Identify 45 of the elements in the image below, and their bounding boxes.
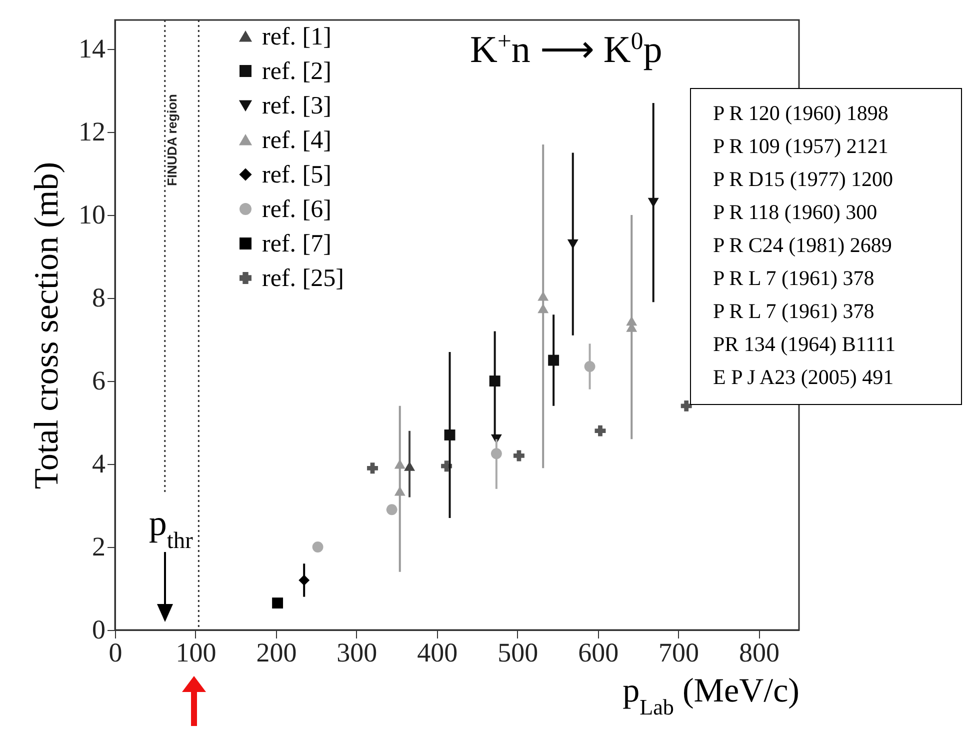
y-tick-label: 0 bbox=[92, 614, 106, 644]
x-tick-label: 100 bbox=[176, 638, 216, 668]
legend-label: ref. [4] bbox=[262, 127, 332, 154]
annotation: P R 120 (1960) 1898 bbox=[713, 100, 890, 127]
point bbox=[594, 425, 606, 436]
legend-label: ref. [5] bbox=[262, 162, 332, 188]
annotation: PR 134 (1964) B1111 bbox=[713, 331, 897, 358]
y-tick-label: 14 bbox=[78, 34, 106, 64]
point bbox=[312, 542, 324, 552]
point bbox=[513, 450, 524, 462]
y-tick-label: 10 bbox=[78, 200, 106, 230]
annotation: P R L 7 (1961) 378 bbox=[713, 298, 876, 325]
y-tick-label: 12 bbox=[78, 116, 106, 147]
ref-line-label: FINUDA region bbox=[164, 94, 180, 186]
legend-label: ref. [2] bbox=[262, 58, 332, 85]
y-tick-label: 6 bbox=[92, 366, 106, 396]
y-tick-label: 2 bbox=[92, 532, 106, 562]
legend-label: ref. [7] bbox=[262, 230, 332, 258]
point bbox=[272, 598, 284, 609]
x-tick-label: 200 bbox=[256, 638, 297, 668]
point bbox=[367, 462, 378, 474]
annotation: P R D15 (1977) 1200 bbox=[713, 166, 894, 193]
annotation: P R C24 (1981) 2689 bbox=[713, 232, 893, 259]
annotation: P R 109 (1957) 2121 bbox=[713, 133, 890, 160]
point bbox=[680, 400, 692, 412]
legend-label: ref. [3] bbox=[262, 92, 332, 120]
annotation: P R 118 (1960) 300 bbox=[713, 199, 878, 226]
annotation: E P J A23 (2005) 491 bbox=[713, 364, 895, 391]
x-tick-label: 300 bbox=[336, 638, 378, 668]
x-tick-label: 400 bbox=[417, 638, 458, 668]
x-tick-label: 600 bbox=[578, 638, 619, 668]
x-tick-label: 800 bbox=[739, 638, 780, 668]
annotation: p$_{thr}$ bbox=[148, 503, 194, 554]
legend-label: ref. [25] bbox=[262, 265, 344, 292]
legend-label: ref. [6] bbox=[262, 196, 332, 223]
y-axis-title: Total cross section (mb) bbox=[28, 162, 66, 490]
y-tick-label: 8 bbox=[92, 282, 106, 313]
annotation: P R L 7 (1961) 378 bbox=[713, 265, 876, 292]
point bbox=[386, 504, 398, 516]
x-tick-label: 700 bbox=[658, 638, 700, 668]
x-axis-title: p$_{Lab}$ (MeV/c) bbox=[622, 672, 800, 719]
y-tick-label: 4 bbox=[92, 448, 106, 479]
x-tick-label: 500 bbox=[498, 638, 538, 668]
legend-label: ref. [1] bbox=[262, 24, 332, 50]
annotation: K$^{+}$n ⟶ K$^{0}$p bbox=[470, 28, 662, 71]
